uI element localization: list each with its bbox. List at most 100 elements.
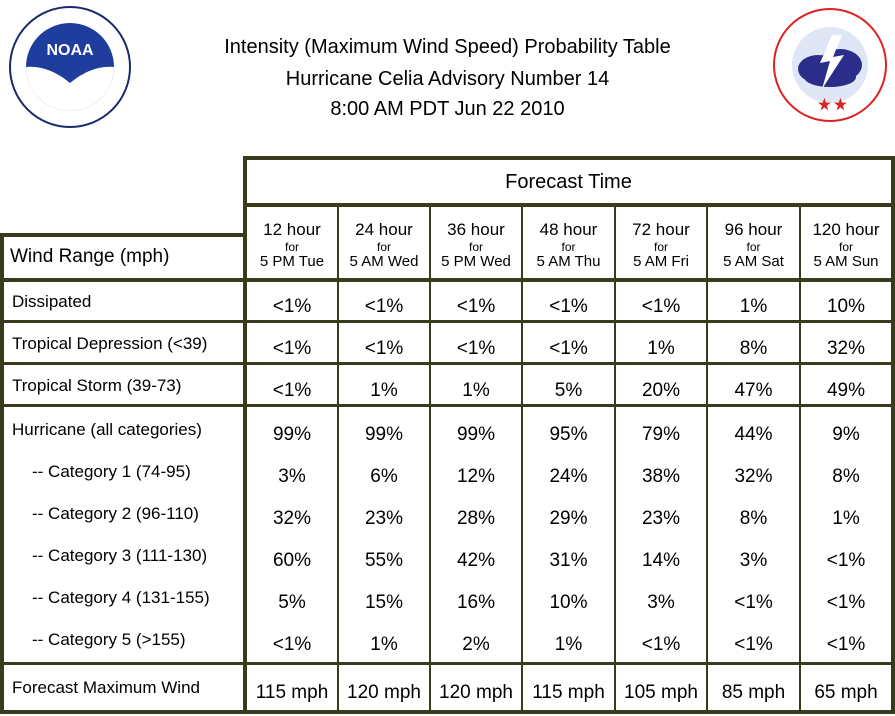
- column-for: for: [653, 240, 668, 254]
- table-cell: 44%: [734, 424, 773, 445]
- table-cell: <1%: [734, 592, 773, 613]
- table-cell: 49%: [826, 380, 866, 401]
- table-cell: <1%: [641, 634, 681, 655]
- column-hours: 36 hour: [447, 220, 505, 239]
- row-label: -- Category 5 (>155): [32, 630, 186, 649]
- row-label: -- Category 1 (74-95): [32, 462, 191, 481]
- table-cell: 115 mph: [532, 682, 605, 703]
- table-cell: 3%: [739, 550, 768, 571]
- table-cell: 20%: [641, 380, 681, 401]
- table-cell: <1%: [364, 338, 404, 359]
- table-cell: <1%: [272, 634, 312, 655]
- table-cell: 28%: [456, 508, 496, 529]
- column-time: 5 AM Fri: [633, 253, 689, 270]
- row-label: -- Category 3 (111-130): [32, 546, 208, 565]
- table-cell: 65 mph: [814, 682, 878, 703]
- table-cell: 10%: [826, 296, 866, 317]
- table-cell: 15%: [364, 592, 404, 613]
- table-cell: 60%: [272, 550, 312, 571]
- column-time: 5 PM Tue: [259, 253, 325, 270]
- column-hours: 72 hour: [632, 220, 690, 239]
- table-cell: <1%: [826, 550, 866, 571]
- column-time: 5 AM Thu: [536, 253, 601, 270]
- column-time: 5 AM Wed: [349, 253, 419, 270]
- table-cell: 10%: [549, 592, 588, 613]
- table-cell: 1%: [554, 634, 583, 655]
- column-hours: 48 hour: [539, 220, 598, 239]
- row-label: Forecast Maximum Wind: [12, 678, 200, 697]
- table-cell: 55%: [364, 550, 404, 571]
- column-header: 120 hour for 5 AM Sun: [801, 208, 891, 278]
- forecast-time-header: Forecast Time: [505, 170, 632, 193]
- table-cell: 38%: [641, 466, 681, 487]
- table-cell: <1%: [272, 380, 312, 401]
- table-cell: 6%: [370, 466, 398, 487]
- table-cell: <1%: [826, 634, 866, 655]
- column-for: for: [376, 240, 391, 254]
- table-cell: 1%: [832, 508, 860, 529]
- table-cell: 99%: [456, 424, 496, 445]
- table-cell: <1%: [272, 338, 312, 359]
- column-header: 72 hour for 5 AM Fri: [616, 208, 706, 278]
- table-cell: <1%: [549, 338, 588, 359]
- noaa-logo: NOAA: [9, 6, 131, 128]
- column-time: 5 AM Sun: [813, 253, 879, 270]
- column-header: 96 hour for 5 AM Sat: [708, 208, 799, 278]
- title-line-2: Hurricane Celia Advisory Number 14: [285, 68, 610, 90]
- table-cell: 115 mph: [255, 682, 329, 703]
- table-cell: <1%: [364, 296, 404, 317]
- column-header: 12 hour for 5 PM Tue: [247, 208, 337, 278]
- table-cell: 24%: [549, 466, 588, 487]
- table-cell: 85 mph: [721, 682, 786, 703]
- title-line-1: Intensity (Maximum Wind Speed) Probabili…: [224, 36, 671, 58]
- table-cell: 105 mph: [624, 682, 698, 703]
- table-cell: 14%: [641, 550, 681, 571]
- table-cell: 29%: [549, 508, 588, 529]
- table-cell: 95%: [549, 424, 588, 445]
- table-cell: 120 mph: [439, 682, 513, 703]
- table-cell: 32%: [734, 466, 773, 487]
- table-cell: 1%: [370, 634, 398, 655]
- row-label: -- Category 2 (96-110): [32, 504, 199, 523]
- table-cell: 1%: [739, 296, 768, 317]
- table-cell: 1%: [370, 380, 398, 401]
- table-cell: <1%: [272, 296, 312, 317]
- wind-range-header: Wind Range (mph): [10, 246, 170, 267]
- column-hours: 12 hour: [263, 220, 321, 239]
- noaa-logo-text: NOAA: [46, 42, 94, 59]
- table-cell: 99%: [272, 424, 312, 445]
- row-label: -- Category 4 (131-155): [32, 588, 210, 607]
- table-cell: 5%: [554, 380, 583, 401]
- table-cell: 42%: [456, 550, 496, 571]
- row-label: Tropical Depression (<39): [12, 334, 208, 353]
- table-cell: 79%: [641, 424, 681, 445]
- table-cell: 47%: [734, 380, 773, 401]
- table-cell: 31%: [549, 550, 588, 571]
- column-for: for: [561, 240, 576, 254]
- table-cell: <1%: [641, 296, 681, 317]
- column-header: 24 hour for 5 AM Wed: [339, 208, 429, 278]
- title-line-3: 8:00 AM PDT Jun 22 2010: [330, 98, 565, 120]
- column-header: 48 hour for 5 AM Thu: [523, 208, 614, 278]
- column-header: 36 hour for 5 PM Wed: [431, 208, 521, 278]
- table-cell: 3%: [647, 592, 675, 613]
- column-time: 5 AM Sat: [723, 253, 784, 270]
- table-cell: <1%: [456, 338, 496, 359]
- column-hours: 120 hour: [812, 220, 880, 239]
- column-hours: 24 hour: [355, 220, 413, 239]
- table-cell: 8%: [739, 338, 768, 359]
- table-cell: 32%: [826, 338, 866, 359]
- table-cell: 16%: [456, 592, 496, 613]
- table-cell: 1%: [462, 380, 490, 401]
- table-cell: 3%: [278, 466, 306, 487]
- table-cell: 23%: [364, 508, 404, 529]
- table-cell: <1%: [826, 592, 866, 613]
- table-cell: 12%: [456, 466, 496, 487]
- column-for: for: [746, 240, 761, 254]
- nws-logo: [773, 8, 887, 122]
- column-for: for: [838, 240, 853, 254]
- table-cell: <1%: [734, 634, 773, 655]
- table-cell: 32%: [272, 508, 312, 529]
- column-hours: 96 hour: [724, 220, 783, 239]
- table-cell: 5%: [278, 592, 306, 613]
